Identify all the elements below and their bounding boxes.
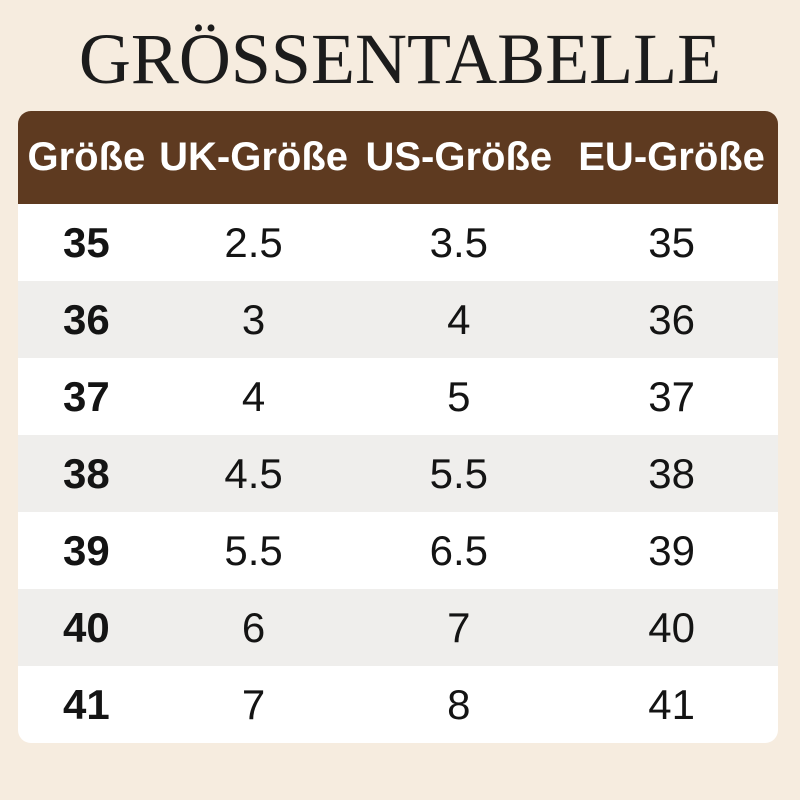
table-row: 36 3 4 36	[18, 281, 778, 358]
header-cell-groesse: Größe	[18, 111, 155, 204]
table-cell: 5.5	[154, 512, 353, 589]
table-cell: 3	[154, 281, 353, 358]
page-title: GRÖSSENTABELLE	[78, 19, 722, 99]
table-cell: 39	[565, 512, 778, 589]
size-table: Größe UK-Größe US-Größe EU-Größe 35 2.5 …	[18, 111, 778, 743]
table-cell: 35	[18, 204, 155, 281]
table-cell: 5.5	[352, 435, 566, 512]
table-cell: 4.5	[154, 435, 353, 512]
table-cell: 41	[565, 666, 778, 743]
table-row: 38 4.5 5.5 38	[18, 435, 778, 512]
table-cell: 6.5	[352, 512, 566, 589]
size-table-body: 35 2.5 3.5 35 36 3 4 36 37 4 5 37 38 4.5…	[18, 204, 778, 743]
table-cell: 8	[352, 666, 566, 743]
table-row: 39 5.5 6.5 39	[18, 512, 778, 589]
table-cell: 36	[565, 281, 778, 358]
header-cell-us-groesse: US-Größe	[352, 111, 566, 204]
table-cell: 36	[18, 281, 155, 358]
table-row: 41 7 8 41	[18, 666, 778, 743]
size-table-container: Größe UK-Größe US-Größe EU-Größe 35 2.5 …	[18, 111, 778, 743]
table-cell: 41	[18, 666, 155, 743]
table-row: 40 6 7 40	[18, 589, 778, 666]
table-cell: 4	[154, 358, 353, 435]
table-row: 37 4 5 37	[18, 358, 778, 435]
table-cell: 38	[18, 435, 155, 512]
table-cell: 39	[18, 512, 155, 589]
table-cell: 6	[154, 589, 353, 666]
header-cell-uk-groesse: UK-Größe	[154, 111, 353, 204]
table-row: 35 2.5 3.5 35	[18, 204, 778, 281]
size-table-header: Größe UK-Größe US-Größe EU-Größe	[18, 111, 778, 204]
table-cell: 38	[565, 435, 778, 512]
header-cell-eu-groesse: EU-Größe	[565, 111, 778, 204]
table-cell: 3.5	[352, 204, 566, 281]
table-cell: 5	[352, 358, 566, 435]
table-cell: 7	[154, 666, 353, 743]
header-row: Größe UK-Größe US-Größe EU-Größe	[18, 111, 778, 204]
table-cell: 7	[352, 589, 566, 666]
table-cell: 40	[18, 589, 155, 666]
table-cell: 40	[565, 589, 778, 666]
table-cell: 37	[565, 358, 778, 435]
table-cell: 37	[18, 358, 155, 435]
table-cell: 35	[565, 204, 778, 281]
table-cell: 2.5	[154, 204, 353, 281]
table-cell: 4	[352, 281, 566, 358]
